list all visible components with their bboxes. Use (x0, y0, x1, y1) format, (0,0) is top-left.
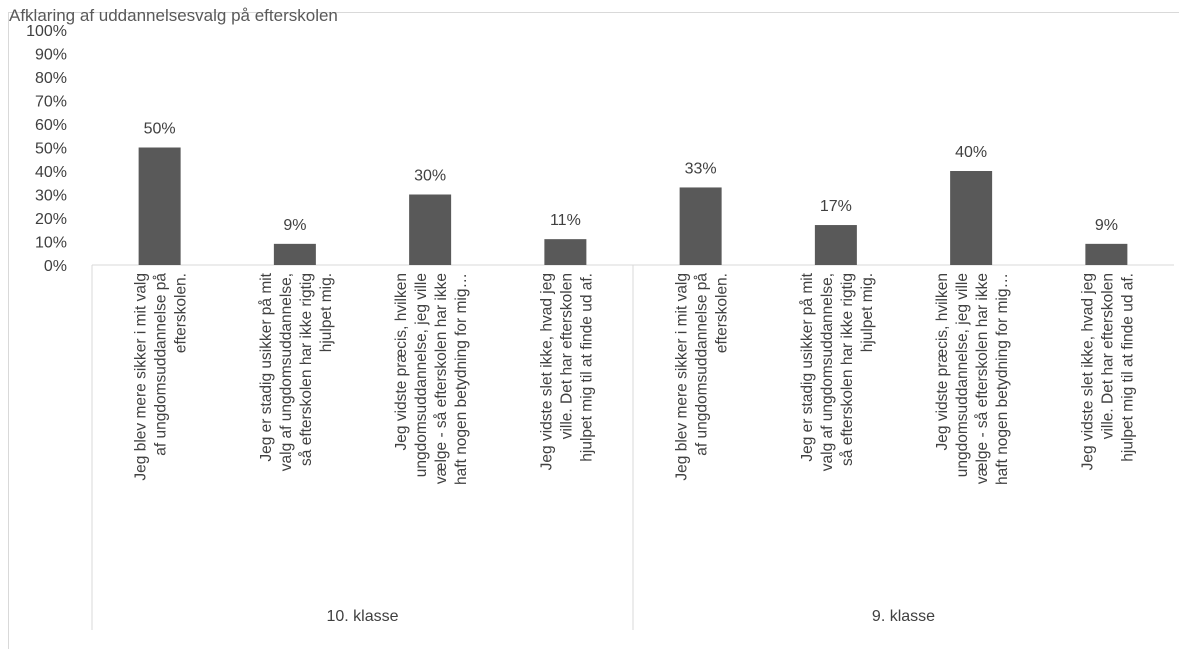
category-label-line: hjulpet mig til at finde ud af. (1119, 273, 1136, 462)
category-label-line: Jeg vidste slet ikke, hvad jeg (1079, 273, 1096, 470)
data-label: 33% (685, 160, 717, 177)
bar (138, 147, 181, 265)
bar (814, 225, 857, 265)
category-label-line: Jeg blev mere sikker i mit valg (133, 273, 150, 481)
category-label-line: af ungdomsuddannelse på (694, 273, 711, 456)
category-label-line: valg af ungdomsuddannelse, (819, 273, 836, 471)
data-label: 9% (1095, 217, 1118, 234)
y-tick-label: 10% (35, 235, 67, 252)
category-label-line: Jeg er stadig usikker på mit (258, 272, 275, 461)
bars (138, 147, 1128, 265)
bar (409, 194, 452, 265)
category-label-line: Jeg er stadig usikker på mit (799, 272, 816, 461)
data-label: 40% (955, 144, 987, 161)
category-label-line: af ungdomsuddannelse på (153, 273, 170, 456)
chart-frame: Afklaring af uddannelsesvalg på eftersko… (8, 7, 1179, 649)
y-tick-label: 60% (35, 117, 67, 134)
y-tick-label: 40% (35, 164, 67, 181)
category-label: Jeg er stadig usikker på mit valg af ungd… (799, 272, 876, 471)
bar (273, 243, 316, 265)
category-label: Jeg blev mere sikker i mit valg af ungdom… (674, 273, 731, 481)
bar (1085, 243, 1128, 265)
axes (91, 264, 1174, 630)
category-label-line: så efterskolen har ikke rigtig (298, 273, 315, 466)
y-axis: 0% 10% 20% 30% 40% 50% 60% 70% 80% 90% 100% (26, 23, 67, 275)
data-label: 50% (144, 121, 176, 138)
bar (950, 171, 993, 265)
category-label-line: Jeg vidste slet ikke, hvad jeg (538, 273, 555, 470)
category-label-line: hjulpet mig. (859, 273, 876, 352)
category-label-line: Jeg blev mere sikker i mit valg (674, 273, 691, 481)
category-label-line: vælge - så efterskolen har ikke (974, 273, 991, 484)
category-label-line: ville. Det har efterskolen (1099, 273, 1116, 439)
y-tick-label: 80% (35, 70, 67, 87)
data-label: 17% (820, 198, 852, 215)
category-label-line: efterskolen. (714, 273, 731, 353)
category-label-line: ville. Det har efterskolen (558, 273, 575, 439)
group-labels: 10. klasse 9. klasse (326, 608, 935, 625)
data-label: 9% (283, 217, 306, 234)
category-label-line: hjulpet mig. (318, 273, 335, 352)
y-tick-label: 0% (44, 258, 67, 275)
category-label-line: så efterskolen har ikke rigtig (839, 273, 856, 466)
data-labels: 50% 9% 30% 11% 33% 17% 40% 9% (144, 121, 1118, 234)
group-label: 10. klasse (326, 608, 398, 625)
category-label-line: haft nogen betydning for mig… (453, 273, 470, 485)
y-tick-label: 30% (35, 188, 67, 205)
y-tick-label: 100% (26, 23, 67, 40)
bar (679, 187, 722, 265)
category-label: Jeg blev mere sikker i mit valg af ungdom… (133, 273, 190, 481)
category-label-line: hjulpet mig til at finde ud af. (578, 273, 595, 462)
category-label: Jeg vidste slet ikke, hvad jeg ville. Det… (538, 273, 595, 470)
group-label: 9. klasse (872, 608, 935, 625)
chart-title: Afklaring af uddannelsesvalg på eftersko… (9, 6, 338, 25)
category-label-line: haft nogen betydning for mig… (994, 273, 1011, 485)
y-tick-label: 70% (35, 94, 67, 111)
category-label: Jeg er stadig usikker på mit valg af ungd… (258, 272, 335, 471)
category-label-line: ungdomsuddannelse, jeg ville (954, 273, 971, 477)
data-label: 11% (550, 212, 581, 229)
category-label-line: vælge - så efterskolen har ikke (433, 273, 450, 484)
y-tick-label: 20% (35, 211, 67, 228)
y-tick-label: 50% (35, 141, 67, 158)
category-label: Jeg vidste præcis, hvilken ungdomsuddanne… (934, 273, 1011, 485)
category-label-line: Jeg vidste præcis, hvilken (934, 273, 951, 450)
category-labels: Jeg blev mere sikker i mit valg af ungdom… (133, 272, 1137, 485)
category-label-line: valg af ungdomsuddannelse, (278, 273, 295, 471)
category-label-line: Jeg vidste præcis, hvilken (393, 273, 410, 450)
category-label-line: efterskolen. (173, 273, 190, 353)
y-tick-label: 90% (35, 47, 67, 64)
data-label: 30% (414, 168, 446, 185)
bar (544, 239, 587, 265)
category-label-line: ungdomsuddannelse, jeg ville (413, 273, 430, 477)
category-label: Jeg vidste slet ikke, hvad jeg ville. Det… (1079, 273, 1136, 470)
category-label: Jeg vidste præcis, hvilken ungdomsuddanne… (393, 273, 470, 485)
